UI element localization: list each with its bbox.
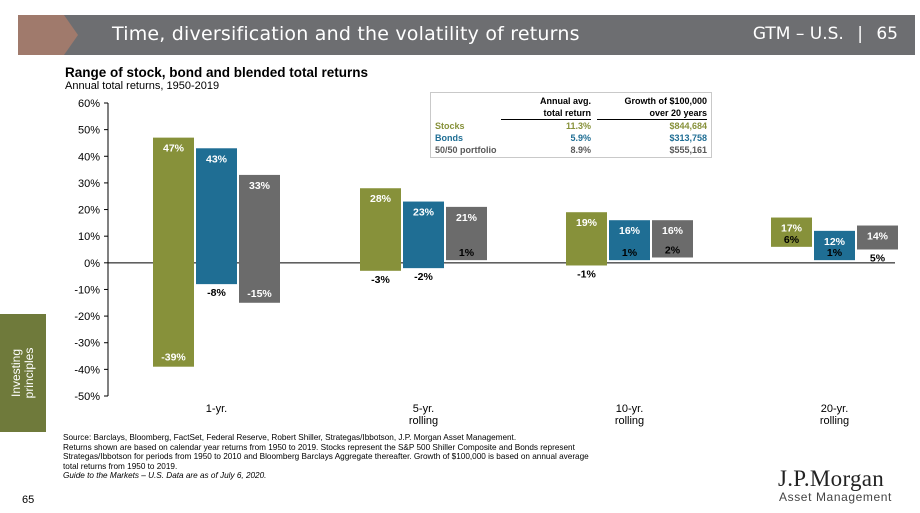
table-header-growth-line2: over 20 years [597, 107, 707, 120]
table-row-growth: $313,758 [669, 133, 707, 143]
table-header-growth-line1: Growth of $100,000 [624, 96, 707, 106]
banner-chevron-icon [18, 15, 78, 55]
table-header-growth: Growth of $100,000 over 20 years [597, 95, 707, 120]
footnote-line: total returns from 1950 to 2019. [63, 461, 178, 471]
chart-subtitle: Annual total returns, 1950-2019 [65, 80, 220, 92]
table-row-avg: 5.9% [570, 133, 591, 143]
bar-low-label: -15% [247, 288, 272, 300]
y-tick-label: 30% [78, 178, 100, 190]
table-row-label: Bonds [435, 133, 463, 143]
bar-low-label: 5% [870, 253, 886, 265]
bar-low-label: 2% [665, 244, 681, 256]
table-row-growth: $844,684 [669, 121, 707, 131]
section-separator: | [857, 24, 863, 44]
bar-stocks [771, 217, 812, 247]
bar-bonds [196, 148, 237, 285]
footnote: Source: Barclays, Bloomberg, FactSet, Fe… [63, 433, 763, 481]
bar-low-label: 1% [622, 247, 638, 259]
table-row: 50/50 portfolio 8.9% $555,161 [431, 145, 711, 156]
x-category-label: rolling [409, 415, 438, 427]
y-tick-label: 10% [78, 231, 100, 243]
bar-50-50-portfolio [652, 220, 693, 258]
y-tick-label: -40% [74, 364, 100, 376]
chart-title: Range of stock, bond and blended total r… [65, 65, 369, 80]
y-tick-label: -10% [74, 284, 100, 296]
x-category-label: rolling [615, 415, 644, 427]
page-number: 65 [22, 494, 35, 506]
bar-50-50-portfolio [446, 206, 487, 261]
bar-bonds [403, 201, 444, 269]
bar-high-label: 33% [249, 180, 271, 192]
y-tick-label: 40% [78, 151, 100, 163]
bar-high-label: 43% [206, 153, 228, 165]
header-banner [18, 15, 915, 55]
bar-high-label: 17% [781, 223, 803, 235]
bar-bonds [609, 220, 650, 261]
bar-high-label: 16% [662, 225, 684, 237]
bar-bonds [814, 230, 855, 261]
footnote-line: Returns shown are based on calendar year… [63, 442, 575, 452]
footnote-line: Guide to the Markets – U.S. Data are as … [63, 471, 267, 481]
jpmorgan-logo: J.P.Morgan [778, 466, 885, 491]
bar-high-label: 19% [576, 217, 598, 229]
bar-high-label: 14% [867, 231, 889, 243]
bar-low-label: 1% [459, 247, 475, 259]
table-row-avg: 8.9% [570, 145, 591, 155]
bar-low-label: -3% [371, 274, 390, 286]
x-category-label: 20-yr. [821, 403, 849, 415]
x-category-label: 5-yr. [413, 403, 434, 415]
section-name: GTM – U.S. [752, 24, 844, 44]
table-header-avg: Annual avg. total return [501, 95, 591, 120]
table-header-avg-line2: total return [501, 107, 591, 120]
bar-high-label: 47% [163, 143, 185, 155]
bar-50-50-portfolio [857, 225, 898, 250]
y-tick-label: 60% [78, 98, 100, 110]
bar-low-label: -1% [577, 268, 596, 280]
table-header-avg-line1: Annual avg. [539, 96, 591, 106]
y-tick-label: -30% [74, 338, 100, 350]
bar-low-label: -8% [207, 287, 226, 299]
x-category-label: rolling [820, 415, 849, 427]
y-tick-label: -50% [74, 391, 100, 403]
page-section-label: GTM – U.S. | 65 [753, 24, 898, 44]
table-row: Bonds 5.9% $313,758 [431, 133, 711, 144]
table-row: Stocks 11.3% $844,684 [431, 121, 711, 132]
y-tick-label: -20% [74, 311, 100, 323]
side-tab [0, 314, 46, 432]
table-row-label: Stocks [435, 121, 465, 131]
bar-low-label: -39% [161, 352, 186, 364]
summary-table: Annual avg. total return Growth of $100,… [430, 92, 712, 158]
bar-stocks [153, 137, 194, 367]
y-tick-label: 20% [78, 205, 100, 217]
table-row-label: 50/50 portfolio [435, 145, 497, 155]
page-title: Time, diversification and the volatility… [112, 23, 580, 45]
table-row-growth: $555,161 [669, 145, 707, 155]
footnote-line: Strategas/Ibbotson for periods from 1950… [63, 452, 589, 462]
bar-high-label: 12% [824, 236, 846, 248]
jpmorgan-logo-subtitle: Asset Management [779, 490, 892, 504]
bar-stocks [360, 188, 401, 271]
y-tick-label: 0% [84, 258, 100, 270]
section-page-number: 65 [876, 24, 898, 44]
bar-low-label: -2% [414, 271, 433, 283]
x-category-label: 1-yr. [206, 403, 227, 415]
bar-high-label: 28% [370, 193, 392, 205]
x-category-label: 10-yr. [616, 403, 644, 415]
bar-high-label: 16% [619, 225, 641, 237]
table-row-avg: 11.3% [565, 121, 591, 131]
bar-50-50-portfolio [239, 174, 280, 303]
footnote-line: Source: Barclays, Bloomberg, FactSet, Fe… [63, 433, 517, 442]
bar-low-label: 1% [827, 247, 843, 259]
bar-high-label: 23% [413, 207, 435, 219]
bar-stocks [566, 212, 607, 266]
bar-high-label: 21% [456, 212, 478, 224]
y-tick-label: 50% [78, 125, 100, 137]
bar-low-label: 6% [784, 234, 800, 246]
